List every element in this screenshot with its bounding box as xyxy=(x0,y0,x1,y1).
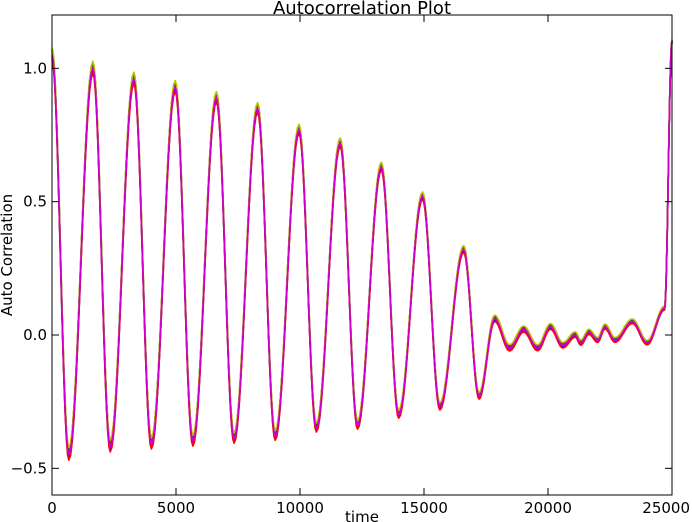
x-tick-label: 10000 xyxy=(276,499,324,517)
line-series-8 xyxy=(51,41,673,456)
chart-title: Autocorrelation Plot xyxy=(273,0,451,19)
x-tick-label: 15000 xyxy=(400,499,448,517)
x-tick-label: 25000 xyxy=(642,499,690,517)
x-tick-label: 20000 xyxy=(524,499,572,517)
y-tick-label: 0.5 xyxy=(23,193,47,211)
y-tick-label: 1.0 xyxy=(23,59,47,77)
plot-frame xyxy=(51,14,673,496)
y-tick-label: 0.0 xyxy=(23,326,47,344)
y-tick-label: −0.5 xyxy=(11,459,47,477)
x-tick-label: 0 xyxy=(47,499,57,517)
line-series-6 xyxy=(51,39,673,449)
y-axis-title: Auto Correlation xyxy=(0,194,16,316)
line-series-1 xyxy=(51,40,673,452)
x-tick-label: 5000 xyxy=(157,499,195,517)
series-layer xyxy=(51,39,673,461)
x-axis-title: time xyxy=(345,508,379,522)
line-series-4 xyxy=(51,39,673,450)
